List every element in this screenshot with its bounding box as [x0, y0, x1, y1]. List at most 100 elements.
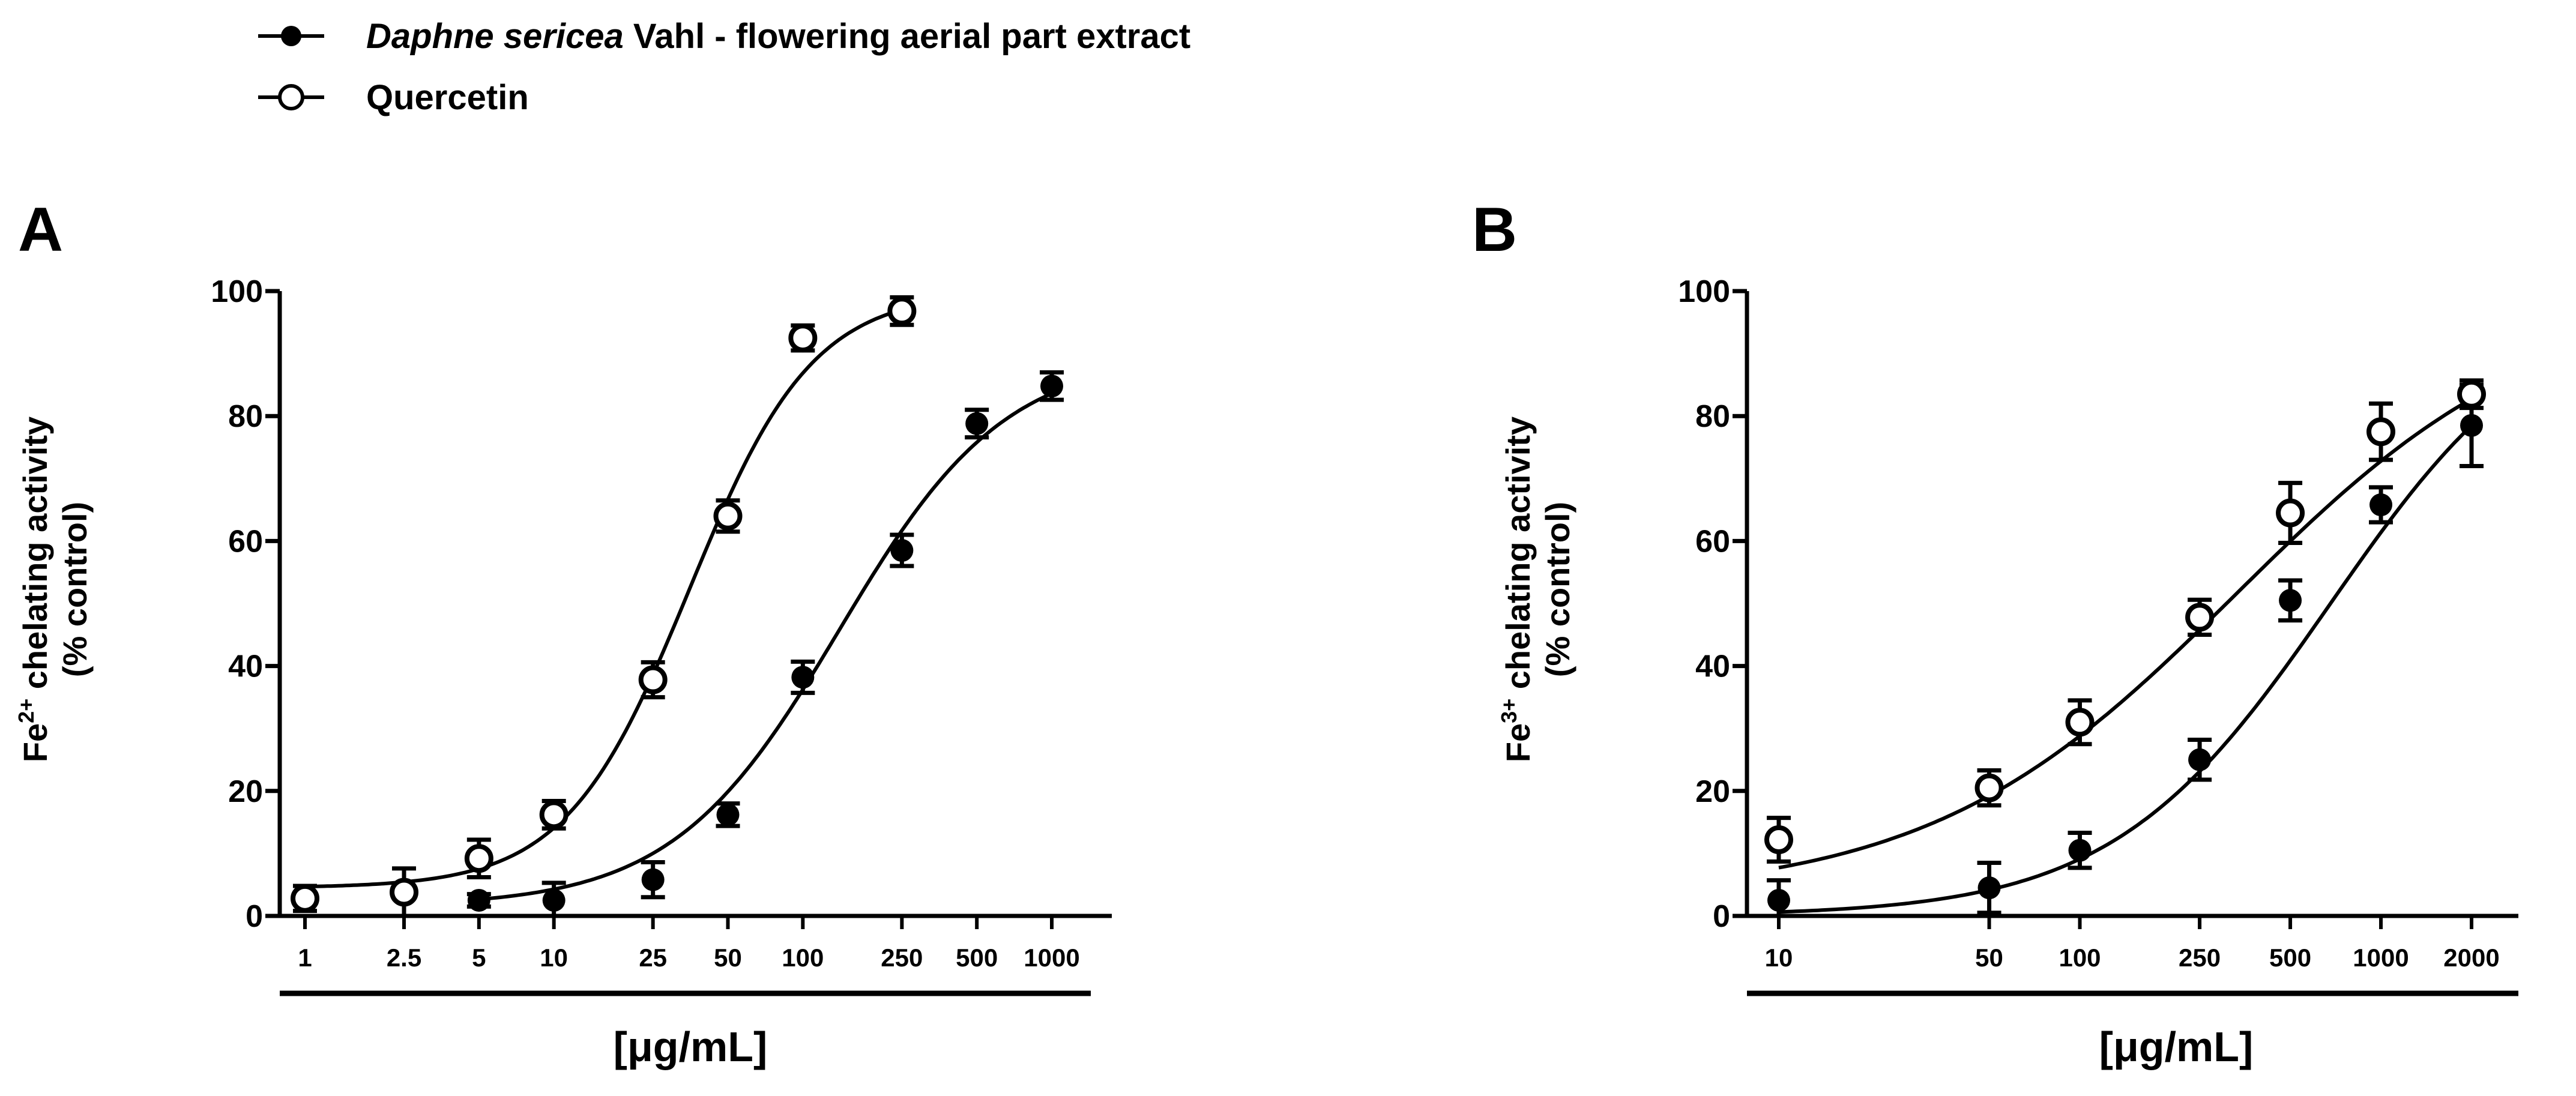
- marker-filled: [965, 412, 989, 435]
- data-point-extract-b: [1977, 861, 2001, 915]
- y-tick-label-b: 40: [1695, 649, 1730, 684]
- marker-open: [2366, 417, 2396, 447]
- x-tick-label-a: 5: [472, 944, 486, 972]
- marker-filled: [641, 868, 665, 891]
- data-point-extract-a: [791, 659, 815, 695]
- marker-open: [2276, 498, 2305, 528]
- data-point-quercetin-a: [887, 295, 917, 327]
- legend-marker-open: [278, 84, 304, 110]
- data-point-quercetin-b: [2065, 698, 2095, 747]
- marker-filled: [1040, 375, 1063, 398]
- marker-open: [1764, 825, 1793, 854]
- marker-filled: [2188, 748, 2212, 771]
- data-point-quercetin-b: [2457, 378, 2486, 411]
- marker-open: [539, 800, 569, 830]
- data-point-extract-a: [1040, 370, 1064, 402]
- panel-letter-a: A: [18, 195, 63, 265]
- x-tick-label-a: 10: [540, 944, 568, 972]
- marker-open: [2065, 708, 2095, 737]
- data-point-extract-a: [641, 860, 665, 900]
- marker-open: [291, 884, 319, 913]
- marker-filled: [467, 888, 490, 912]
- y-tick-label-b: 80: [1695, 399, 1730, 434]
- x-tick-label-b: 50: [1975, 944, 2003, 972]
- marker-filled: [1977, 876, 2001, 900]
- data-point-extract-b: [1767, 878, 1791, 918]
- panel-b: B Fe3+ chelating activity (% control) [μ…: [1472, 195, 2518, 1070]
- data-point-quercetin-a: [713, 498, 743, 534]
- panel-letter-b: B: [1472, 195, 1517, 265]
- marker-filled: [890, 539, 914, 562]
- x-axis-label-b: [μg/mL]: [2099, 1023, 2254, 1070]
- legend-label-extract: Daphne sericea Vahl - flowering aerial p…: [366, 17, 1190, 56]
- data-point-extract-b: [2188, 737, 2212, 782]
- data-point-quercetin-a: [291, 884, 319, 914]
- data-point-extract-a: [716, 801, 740, 828]
- y-tick-label-a: 60: [228, 524, 263, 559]
- legend: Daphne sericea Vahl - flowering aerial p…: [258, 17, 1190, 117]
- marker-filled: [542, 888, 566, 912]
- y-tick-label-a: 100: [211, 274, 263, 309]
- x-axis-label-a: [μg/mL]: [614, 1023, 768, 1070]
- x-tick-label-a: 250: [881, 944, 923, 972]
- data-point-extract-b: [2369, 485, 2394, 525]
- svg-text:Fe3+ chelating activity: Fe3+ chelating activity: [1497, 417, 1537, 762]
- data-point-quercetin-b: [2276, 481, 2305, 546]
- legend-item-quercetin: Quercetin: [258, 78, 529, 117]
- data-point-quercetin-b: [1974, 768, 2004, 808]
- fit-curve-extract-a: [478, 391, 1053, 902]
- x-tick-label-b: 100: [2059, 944, 2101, 972]
- y-tick-label-b: 20: [1695, 774, 1730, 809]
- data-point-quercetin-a: [464, 837, 493, 879]
- data-point-quercetin-a: [539, 798, 569, 831]
- marker-open: [713, 501, 743, 531]
- marker-open: [887, 297, 917, 326]
- data-point-quercetin-b: [2366, 401, 2396, 462]
- marker-open: [2185, 603, 2215, 632]
- y-tick-label-b: 100: [1678, 274, 1730, 309]
- y-tick-label-a: 80: [228, 399, 263, 434]
- fit-curve-quercetin-a: [304, 308, 903, 889]
- x-tick-label-a: 50: [714, 944, 742, 972]
- x-tick-label-a: 2.5: [387, 944, 421, 972]
- data-point-extract-a: [890, 532, 914, 568]
- marker-filled: [2369, 493, 2393, 517]
- marker-open: [464, 844, 493, 873]
- data-point-quercetin-b: [2185, 597, 2215, 637]
- x-tick-label-a: 1: [298, 944, 312, 972]
- marker-filled: [791, 666, 815, 689]
- svg-text:(% control): (% control): [56, 502, 94, 677]
- y-tick-label-a: 20: [228, 774, 263, 809]
- fit-curve-quercetin-b: [1778, 397, 2473, 870]
- marker-open: [390, 878, 419, 907]
- marker-open: [638, 665, 668, 694]
- x-tick-label-b: 250: [2179, 944, 2221, 972]
- marker-filled: [716, 803, 740, 827]
- x-tick-label-a: 1000: [1024, 944, 1079, 972]
- x-tick-label-b: 1000: [2353, 944, 2409, 972]
- legend-label-quercetin: Quercetin: [366, 78, 529, 117]
- data-point-extract-a: [541, 881, 566, 918]
- svg-text:(% control): (% control): [1539, 502, 1576, 677]
- marker-open: [2457, 379, 2486, 409]
- marker-filled: [2460, 414, 2483, 437]
- y-tick-label-a: 40: [228, 649, 263, 684]
- legend-item-extract: Daphne sericea Vahl - flowering aerial p…: [258, 17, 1190, 56]
- data-point-extract-b: [2278, 578, 2303, 623]
- data-point-quercetin-a: [638, 660, 668, 700]
- x-tick-label-a: 25: [639, 944, 667, 972]
- data-point-quercetin-a: [788, 323, 818, 353]
- svg-text:Fe2+ chelating activity: Fe2+ chelating activity: [14, 417, 54, 762]
- panel-a: A Fe2+ chelating activity (% control) [μ…: [14, 195, 1112, 1070]
- data-point-extract-a: [965, 408, 989, 440]
- fit-curve-extract-b: [1778, 424, 2473, 914]
- data-point-quercetin-a: [390, 866, 419, 918]
- data-point-extract-a: [466, 888, 491, 912]
- x-tick-label-a: 500: [956, 944, 998, 972]
- marker-filled: [2068, 839, 2092, 862]
- y-tick-label-a: 0: [246, 899, 263, 934]
- y-tick-label-b: 0: [1713, 899, 1730, 934]
- x-tick-label-b: 10: [1765, 944, 1793, 972]
- x-tick-label-b: 2000: [2443, 944, 2499, 972]
